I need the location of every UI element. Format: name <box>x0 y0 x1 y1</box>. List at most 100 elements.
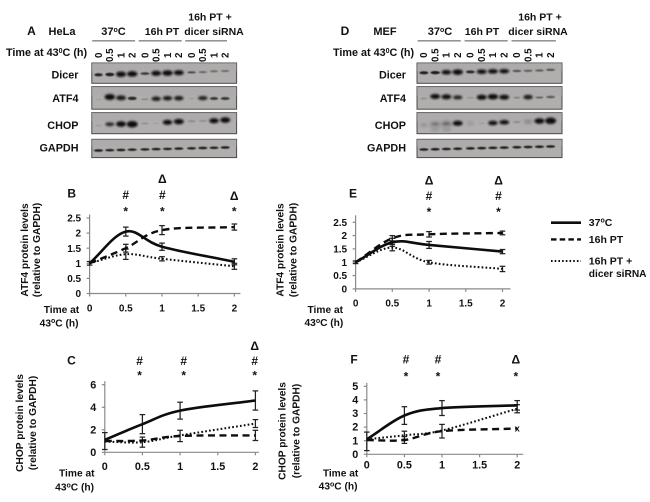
svg-text:0.5: 0.5 <box>105 48 116 62</box>
svg-text:1: 1 <box>159 304 165 315</box>
svg-text:*: * <box>181 369 186 383</box>
svg-text:Δ: Δ <box>158 172 167 186</box>
svg-text:A: A <box>27 24 36 38</box>
svg-text:2.5: 2.5 <box>67 214 81 225</box>
svg-text:1: 1 <box>76 259 82 270</box>
svg-text:#: # <box>251 354 258 368</box>
svg-text:2: 2 <box>500 52 511 58</box>
svg-text:(relative to GAPDH): (relative to GAPDH) <box>28 376 39 471</box>
svg-text:1: 1 <box>342 258 348 269</box>
svg-text:#: # <box>180 354 187 368</box>
svg-text:ATF4 protein levels: ATF4 protein levels <box>276 203 287 297</box>
svg-text:#: # <box>403 353 410 367</box>
svg-text:(relative to GAPDH): (relative to GAPDH) <box>292 384 303 479</box>
svg-text:2: 2 <box>352 422 358 434</box>
svg-text:1.5: 1.5 <box>67 244 81 255</box>
svg-text:CHOP protein levels: CHOP protein levels <box>15 374 26 472</box>
svg-text:37oC: 37oC <box>589 217 613 229</box>
svg-text:0.5: 0.5 <box>135 461 150 473</box>
svg-text:*: * <box>232 205 237 219</box>
svg-text:0: 0 <box>364 459 370 471</box>
svg-text:#: # <box>435 353 442 367</box>
svg-text:*: * <box>496 205 501 219</box>
svg-text:GAPDH: GAPDH <box>367 143 406 155</box>
svg-text:2: 2 <box>252 461 258 473</box>
svg-text:ATF4: ATF4 <box>52 93 78 105</box>
svg-text:ATF4 protein levels: ATF4 protein levels <box>20 203 31 297</box>
svg-text:Time at: Time at <box>308 305 344 316</box>
svg-text:16h PT: 16h PT <box>589 234 624 246</box>
svg-text:0: 0 <box>140 52 151 58</box>
svg-text:1: 1 <box>177 461 183 473</box>
svg-text:2: 2 <box>500 299 506 310</box>
svg-text:ATF4: ATF4 <box>380 93 406 105</box>
svg-text:*: * <box>160 205 165 219</box>
svg-text:1: 1 <box>426 299 432 310</box>
svg-text:CHOP protein levels: CHOP protein levels <box>278 382 289 480</box>
svg-text:16h PT +: 16h PT + <box>589 255 632 267</box>
svg-text:GAPDH: GAPDH <box>40 143 79 155</box>
svg-text:1: 1 <box>442 52 453 58</box>
svg-text:*: * <box>404 370 409 384</box>
svg-text:0: 0 <box>87 304 93 315</box>
svg-text:MEF: MEF <box>373 26 397 38</box>
svg-text:4: 4 <box>352 395 358 407</box>
svg-text:x: x <box>515 424 520 434</box>
svg-text:0: 0 <box>102 461 108 473</box>
svg-text:2: 2 <box>221 52 232 58</box>
svg-text:0.5: 0.5 <box>67 274 81 285</box>
svg-text:1: 1 <box>488 52 499 58</box>
svg-text:F: F <box>350 353 357 367</box>
svg-text:16h PT +: 16h PT + <box>518 12 561 24</box>
svg-text:43oC (h): 43oC (h) <box>40 318 79 329</box>
svg-text:2: 2 <box>546 52 557 58</box>
svg-text:0: 0 <box>512 52 523 58</box>
svg-text:43oC (h): 43oC (h) <box>55 482 94 493</box>
svg-text:2: 2 <box>232 304 238 315</box>
svg-text:#: # <box>426 189 433 203</box>
svg-text:1.5: 1.5 <box>210 461 225 473</box>
svg-text:0.5: 0.5 <box>198 48 209 62</box>
svg-text:5: 5 <box>352 381 358 393</box>
svg-text:Time at 430C (h): Time at 430C (h) <box>333 47 415 59</box>
svg-text:2: 2 <box>453 52 464 58</box>
svg-text:Δ: Δ <box>250 339 259 353</box>
svg-text:dicer siRNA: dicer siRNA <box>184 26 244 38</box>
svg-text:#: # <box>136 354 143 368</box>
svg-text:CHOP: CHOP <box>47 120 78 132</box>
svg-text:37oC: 37oC <box>101 26 126 38</box>
svg-text:2: 2 <box>76 229 82 240</box>
svg-text:2: 2 <box>174 52 185 58</box>
svg-text:C: C <box>67 354 76 368</box>
svg-text:0.5: 0.5 <box>397 459 412 471</box>
svg-text:D: D <box>341 24 350 38</box>
svg-text:0: 0 <box>419 52 430 58</box>
svg-text:#: # <box>159 188 166 202</box>
svg-text:Δ: Δ <box>511 353 520 367</box>
svg-text:dicer siRNA: dicer siRNA <box>508 26 568 38</box>
svg-text:43oC (h): 43oC (h) <box>304 318 343 329</box>
svg-text:1: 1 <box>116 52 127 58</box>
svg-text:2: 2 <box>342 231 348 242</box>
svg-text:0: 0 <box>353 299 359 310</box>
svg-text:*: * <box>123 205 128 219</box>
svg-text:1: 1 <box>209 52 220 58</box>
svg-text:#: # <box>122 188 129 202</box>
svg-text:4: 4 <box>90 402 96 414</box>
svg-text:0.5: 0.5 <box>385 299 399 310</box>
svg-text:1: 1 <box>535 52 546 58</box>
svg-text:*: * <box>436 370 441 384</box>
svg-text:CHOP: CHOP <box>375 120 406 132</box>
svg-text:Δ: Δ <box>425 174 434 188</box>
svg-text:*: * <box>427 205 432 219</box>
svg-text:16h PT: 16h PT <box>465 26 500 38</box>
svg-text:0.5: 0.5 <box>119 304 133 315</box>
svg-text:37oC: 37oC <box>428 26 453 38</box>
svg-text:0.5: 0.5 <box>333 271 347 282</box>
svg-text:1: 1 <box>439 459 445 471</box>
svg-text:0: 0 <box>466 52 477 58</box>
svg-text:Time at: Time at <box>323 468 359 479</box>
svg-text:1: 1 <box>163 52 174 58</box>
svg-text:Dicer: Dicer <box>51 69 79 81</box>
svg-text:0: 0 <box>342 285 348 296</box>
